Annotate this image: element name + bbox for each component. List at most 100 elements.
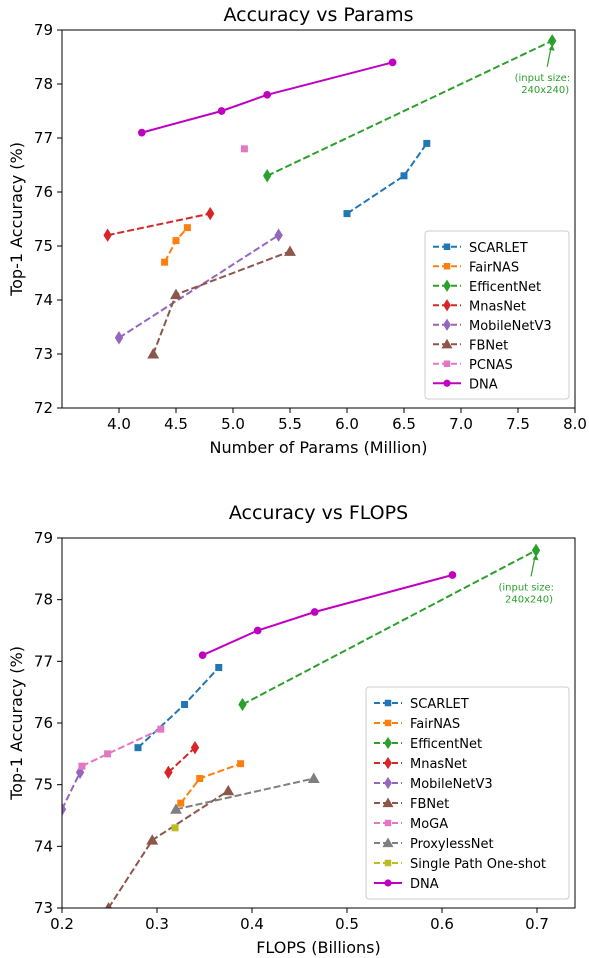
legend-marker-mobilenetv3	[443, 318, 451, 331]
data-point-dna	[310, 608, 319, 616]
x-axis-label: Number of Params (Million)	[210, 438, 428, 457]
series-line-dna	[202, 574, 453, 657]
legend-label-fbnet: FBNet	[469, 338, 508, 353]
legend-label-mobilenetv3: MobileNetV3	[410, 777, 493, 792]
legend-marker-scarlet	[384, 699, 392, 707]
x-tick-label: 7.5	[506, 415, 530, 433]
chart-accuracy-vs-params: Accuracy vs Params 4.0 4.5 5.0 5.5 6.0 6.5 7.0 7…	[7, 4, 587, 457]
series-proxylessnet	[170, 772, 320, 814]
legend-marker-single-path-one-shot	[384, 859, 392, 867]
data-point-mnasnet	[103, 228, 112, 242]
x-tick-label: 7.0	[449, 415, 473, 433]
data-point-fbnet	[147, 348, 160, 359]
series-fbnet	[105, 784, 235, 908]
annotation-arrow-line	[530, 556, 536, 577]
data-point-moga	[157, 725, 165, 733]
y-tick-label: 77	[34, 129, 53, 147]
data-point-dna	[137, 128, 146, 137]
chart-accuracy-vs-flops: Accuracy vs FLOPS 0.2 0.3 0.4 0.5 0.6 0.7 73 74 7…	[7, 502, 576, 957]
y-tick-label: 76	[34, 183, 53, 201]
chart-title: Accuracy vs FLOPS	[229, 502, 408, 524]
x-tick-label: 6.0	[335, 415, 359, 433]
legend: SCARLET FairNAS EfficentNet MnasNet MobileNe…	[365, 686, 570, 900]
series-scarlet	[134, 664, 223, 752]
series-line-mobilenetv3	[62, 771, 81, 810]
legend-label-fairnas: FairNAS	[469, 260, 519, 275]
plot-area	[62, 543, 541, 908]
legend-label-mnasnet: MnasNet	[410, 757, 467, 772]
series-line-mnasnet	[107, 212, 211, 237]
input-size-annotation: (input size:240x240)	[498, 554, 554, 605]
series-dna	[198, 571, 457, 660]
x-tick-label: 4.0	[107, 415, 131, 433]
y-tick-label: 74	[34, 291, 53, 309]
data-point-mobilenetv3	[274, 228, 283, 242]
y-tick-label: 73	[34, 899, 53, 917]
legend-marker-efficentnet	[443, 279, 451, 292]
data-point-fbnet	[222, 784, 235, 796]
series-line-moga	[81, 728, 162, 768]
data-point-fairnas	[237, 760, 245, 768]
legend-marker-fairnas	[443, 263, 451, 270]
legend-marker-proxylessnet	[382, 837, 394, 848]
series-line-efficentnet	[242, 549, 537, 706]
annotation-arrow-head	[548, 44, 555, 51]
data-point-fbnet	[170, 288, 182, 300]
legend-marker-dna	[443, 379, 451, 387]
series-line-fbnet	[107, 789, 229, 908]
data-point-dna	[198, 651, 207, 660]
data-point-efficentnet	[548, 34, 557, 48]
series-line-dna	[141, 61, 393, 134]
series-moga	[78, 725, 165, 770]
y-tick-label: 75	[34, 776, 53, 794]
series-efficentnet	[263, 34, 557, 183]
y-tick-label: 79	[34, 21, 53, 39]
series-line-fairnas	[163, 226, 189, 263]
plot-area	[103, 34, 557, 359]
data-point-efficentnet	[531, 543, 541, 557]
annotation-text-line2: 240x240)	[521, 85, 569, 96]
data-point-moga	[104, 750, 112, 758]
legend-marker-mnasnet	[443, 299, 451, 312]
data-point-scarlet	[400, 172, 408, 180]
data-point-fbnet	[284, 245, 296, 256]
series-mnasnet	[164, 741, 200, 779]
series-efficentnet	[238, 543, 541, 712]
data-point-fairnas	[172, 237, 180, 245]
axes-frame	[61, 29, 576, 409]
data-point-pcnas	[240, 145, 248, 153]
series-mnasnet	[103, 206, 215, 242]
y-tick-label: 79	[34, 529, 53, 547]
x-tick-label: 5.0	[221, 415, 245, 433]
data-point-mnasnet	[164, 765, 173, 779]
series-line-scarlet	[346, 142, 428, 215]
x-tick-label: 0.5	[335, 915, 359, 933]
data-point-efficentnet	[238, 697, 247, 712]
data-point-fbnet	[146, 834, 159, 845]
series-line-scarlet	[137, 666, 220, 749]
legend-label-single-path-one-shot: Single Path One-shot	[410, 857, 546, 872]
legend-marker-mnasnet	[384, 756, 392, 770]
x-tick-label: 0.2	[50, 915, 74, 933]
series-line-efficentnet	[266, 39, 553, 177]
legend-marker-dna	[384, 879, 392, 887]
data-point-single-path-one-shot	[171, 824, 179, 832]
y-axis-label: Top-1 Accuracy (%)	[7, 142, 26, 297]
annotation-text-line1: (input size:	[498, 582, 554, 593]
legend-label-moga: MoGA	[410, 817, 448, 832]
legend-marker-fbnet	[441, 338, 453, 349]
legend-marker-scarlet	[443, 243, 451, 250]
legend-marker-moga	[384, 819, 392, 827]
series-single-path-one-shot	[171, 824, 179, 832]
data-point-moga	[78, 762, 86, 770]
data-point-mobilenetv3	[114, 331, 124, 345]
data-point-scarlet	[181, 701, 189, 708]
legend-label-mobilenetv3: MobileNetV3	[469, 319, 552, 334]
y-axis-label: Top-1 Accuracy (%)	[7, 646, 26, 801]
legend-label-proxylessnet: ProxylessNet	[410, 837, 494, 852]
data-point-scarlet	[423, 139, 431, 147]
data-point-efficentnet	[263, 169, 272, 183]
series-fairnas	[161, 224, 191, 266]
data-point-dna	[217, 107, 226, 115]
